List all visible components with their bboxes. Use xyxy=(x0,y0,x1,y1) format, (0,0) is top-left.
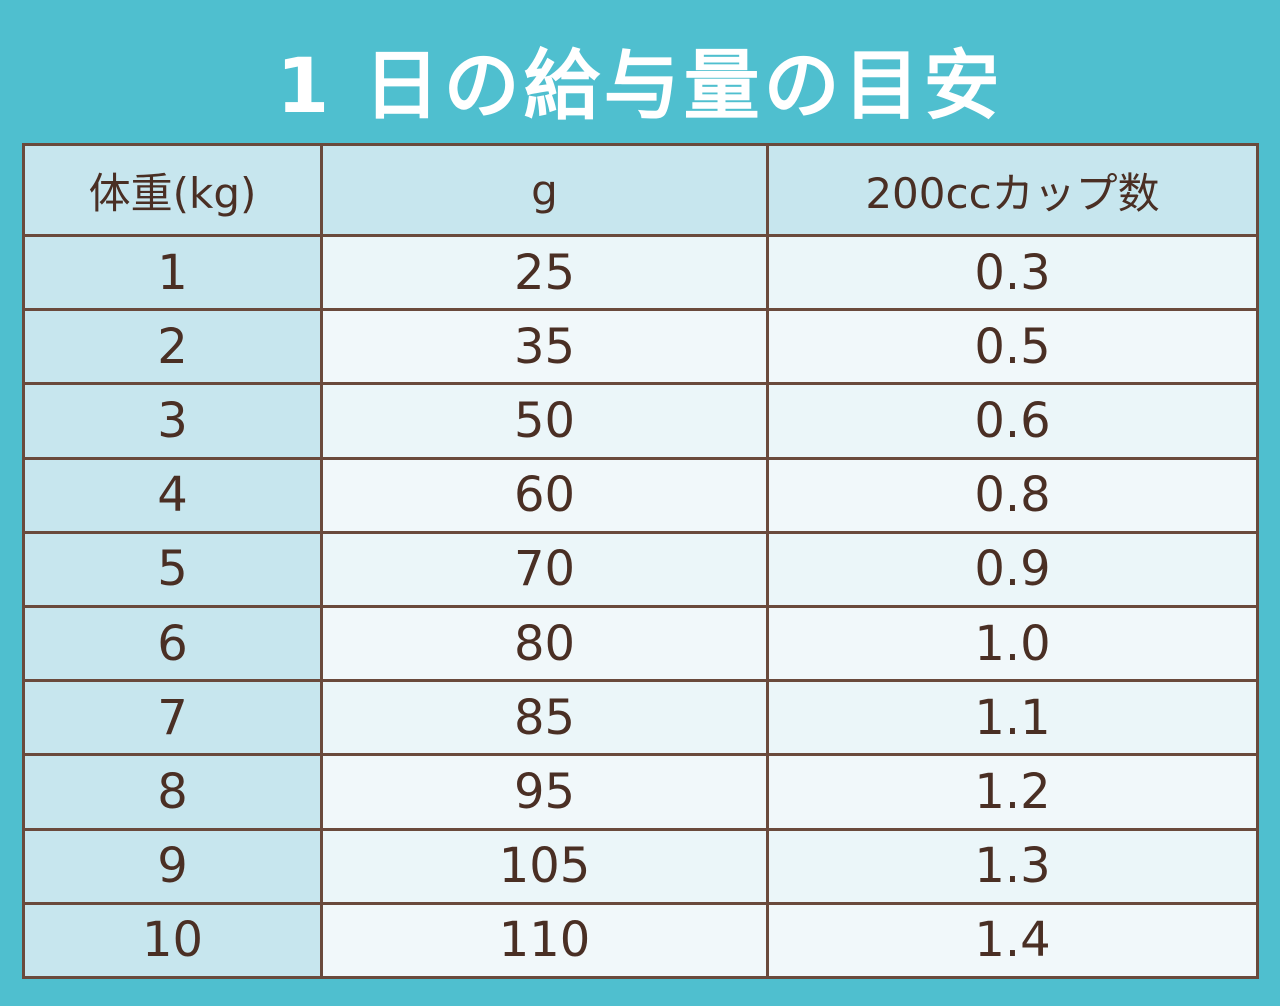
table-row: 3 50 0.6 xyxy=(22,382,1259,460)
weight-cell: 7 xyxy=(22,679,323,757)
grams-cell: 50 xyxy=(320,382,769,460)
weight-cell: 4 xyxy=(22,456,323,534)
grams-cell: 25 xyxy=(320,233,769,312)
page-title: 1 日の給与量の目安 xyxy=(276,41,1004,130)
cups-cell: 0.5 xyxy=(766,308,1259,386)
table-row: 10 110 1.4 xyxy=(22,901,1259,980)
grams-cell: 60 xyxy=(320,456,769,534)
header-cups: 200ccカップ数 xyxy=(766,143,1259,237)
weight-cell: 3 xyxy=(22,382,323,460)
table-row: 8 95 1.2 xyxy=(22,753,1259,831)
feeding-table: 体重(kg) g 200ccカップ数 1 25 0.3 2 35 0.5 3 5… xyxy=(22,143,1259,980)
weight-cell: 10 xyxy=(22,901,323,980)
grams-cell: 70 xyxy=(320,530,769,608)
weight-cell: 2 xyxy=(22,308,323,386)
weight-cell: 1 xyxy=(22,233,323,312)
header-weight: 体重(kg) xyxy=(22,143,323,237)
table-row: 1 25 0.3 xyxy=(22,233,1259,312)
weight-cell: 9 xyxy=(22,827,323,905)
cups-cell: 1.2 xyxy=(766,753,1259,831)
table-row: 5 70 0.9 xyxy=(22,530,1259,608)
grams-cell: 85 xyxy=(320,679,769,757)
grams-cell: 35 xyxy=(320,308,769,386)
weight-cell: 6 xyxy=(22,604,323,683)
cups-cell: 1.3 xyxy=(766,827,1259,905)
cups-cell: 1.0 xyxy=(766,604,1259,683)
weight-cell: 8 xyxy=(22,753,323,831)
cups-cell: 1.4 xyxy=(766,901,1259,980)
table-row: 4 60 0.8 xyxy=(22,456,1259,534)
table-row: 2 35 0.5 xyxy=(22,308,1259,386)
cups-cell: 1.1 xyxy=(766,679,1259,757)
cups-cell: 0.9 xyxy=(766,530,1259,608)
cups-cell: 0.3 xyxy=(766,233,1259,312)
cups-cell: 0.6 xyxy=(766,382,1259,460)
grams-cell: 110 xyxy=(320,901,769,980)
header-grams: g xyxy=(320,143,769,237)
weight-cell: 5 xyxy=(22,530,323,608)
cups-cell: 0.8 xyxy=(766,456,1259,534)
table-header-row: 体重(kg) g 200ccカップ数 xyxy=(22,143,1259,237)
grams-cell: 95 xyxy=(320,753,769,831)
table-row: 6 80 1.0 xyxy=(22,604,1259,683)
grams-cell: 80 xyxy=(320,604,769,683)
table-row: 7 85 1.1 xyxy=(22,679,1259,757)
table-row: 9 105 1.3 xyxy=(22,827,1259,905)
grams-cell: 105 xyxy=(320,827,769,905)
